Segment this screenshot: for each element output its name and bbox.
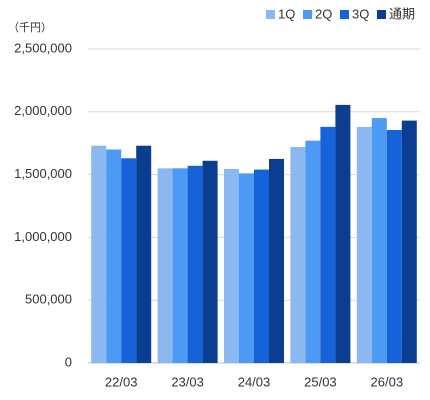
bar bbox=[371, 118, 387, 363]
y-tick-label: 2,500,000 bbox=[14, 40, 72, 55]
bar bbox=[386, 130, 402, 363]
x-tick-label: 23/03 bbox=[171, 374, 204, 389]
legend-label: 通期 bbox=[389, 6, 415, 21]
bar bbox=[305, 140, 321, 363]
x-tick-label: 24/03 bbox=[238, 374, 271, 389]
x-tick-label: 25/03 bbox=[304, 374, 337, 389]
bar bbox=[157, 168, 173, 363]
bar bbox=[401, 120, 417, 363]
legend-swatch bbox=[303, 10, 312, 19]
bar bbox=[335, 104, 351, 363]
legend-label: 2Q bbox=[315, 6, 332, 21]
y-tick-label: 2,000,000 bbox=[14, 103, 72, 118]
y-tick-label: 500,000 bbox=[25, 292, 72, 307]
bar bbox=[136, 145, 152, 363]
legend-label: 1Q bbox=[278, 6, 295, 21]
legend-swatch bbox=[266, 10, 275, 19]
bar bbox=[106, 149, 122, 363]
legend-swatch bbox=[377, 10, 386, 19]
x-tick-label: 22/03 bbox=[105, 374, 138, 389]
legend-swatch bbox=[340, 10, 349, 19]
y-tick-label: 0 bbox=[65, 354, 72, 369]
bar bbox=[239, 173, 254, 363]
bar bbox=[356, 126, 372, 363]
bar bbox=[187, 165, 203, 363]
bar bbox=[320, 126, 336, 363]
x-tick-label: 26/03 bbox=[371, 374, 404, 389]
y-tick-label: 1,500,000 bbox=[14, 166, 72, 181]
bar bbox=[202, 160, 218, 363]
legend-label: 3Q bbox=[352, 6, 369, 21]
bar bbox=[172, 168, 188, 363]
bar bbox=[269, 158, 284, 363]
bar bbox=[254, 169, 269, 363]
y-tick-label: 1,000,000 bbox=[14, 229, 72, 244]
bar bbox=[91, 145, 107, 363]
bar bbox=[290, 146, 306, 363]
unit-label: （千円） bbox=[8, 21, 52, 34]
bar bbox=[224, 168, 239, 363]
bar bbox=[121, 158, 137, 363]
